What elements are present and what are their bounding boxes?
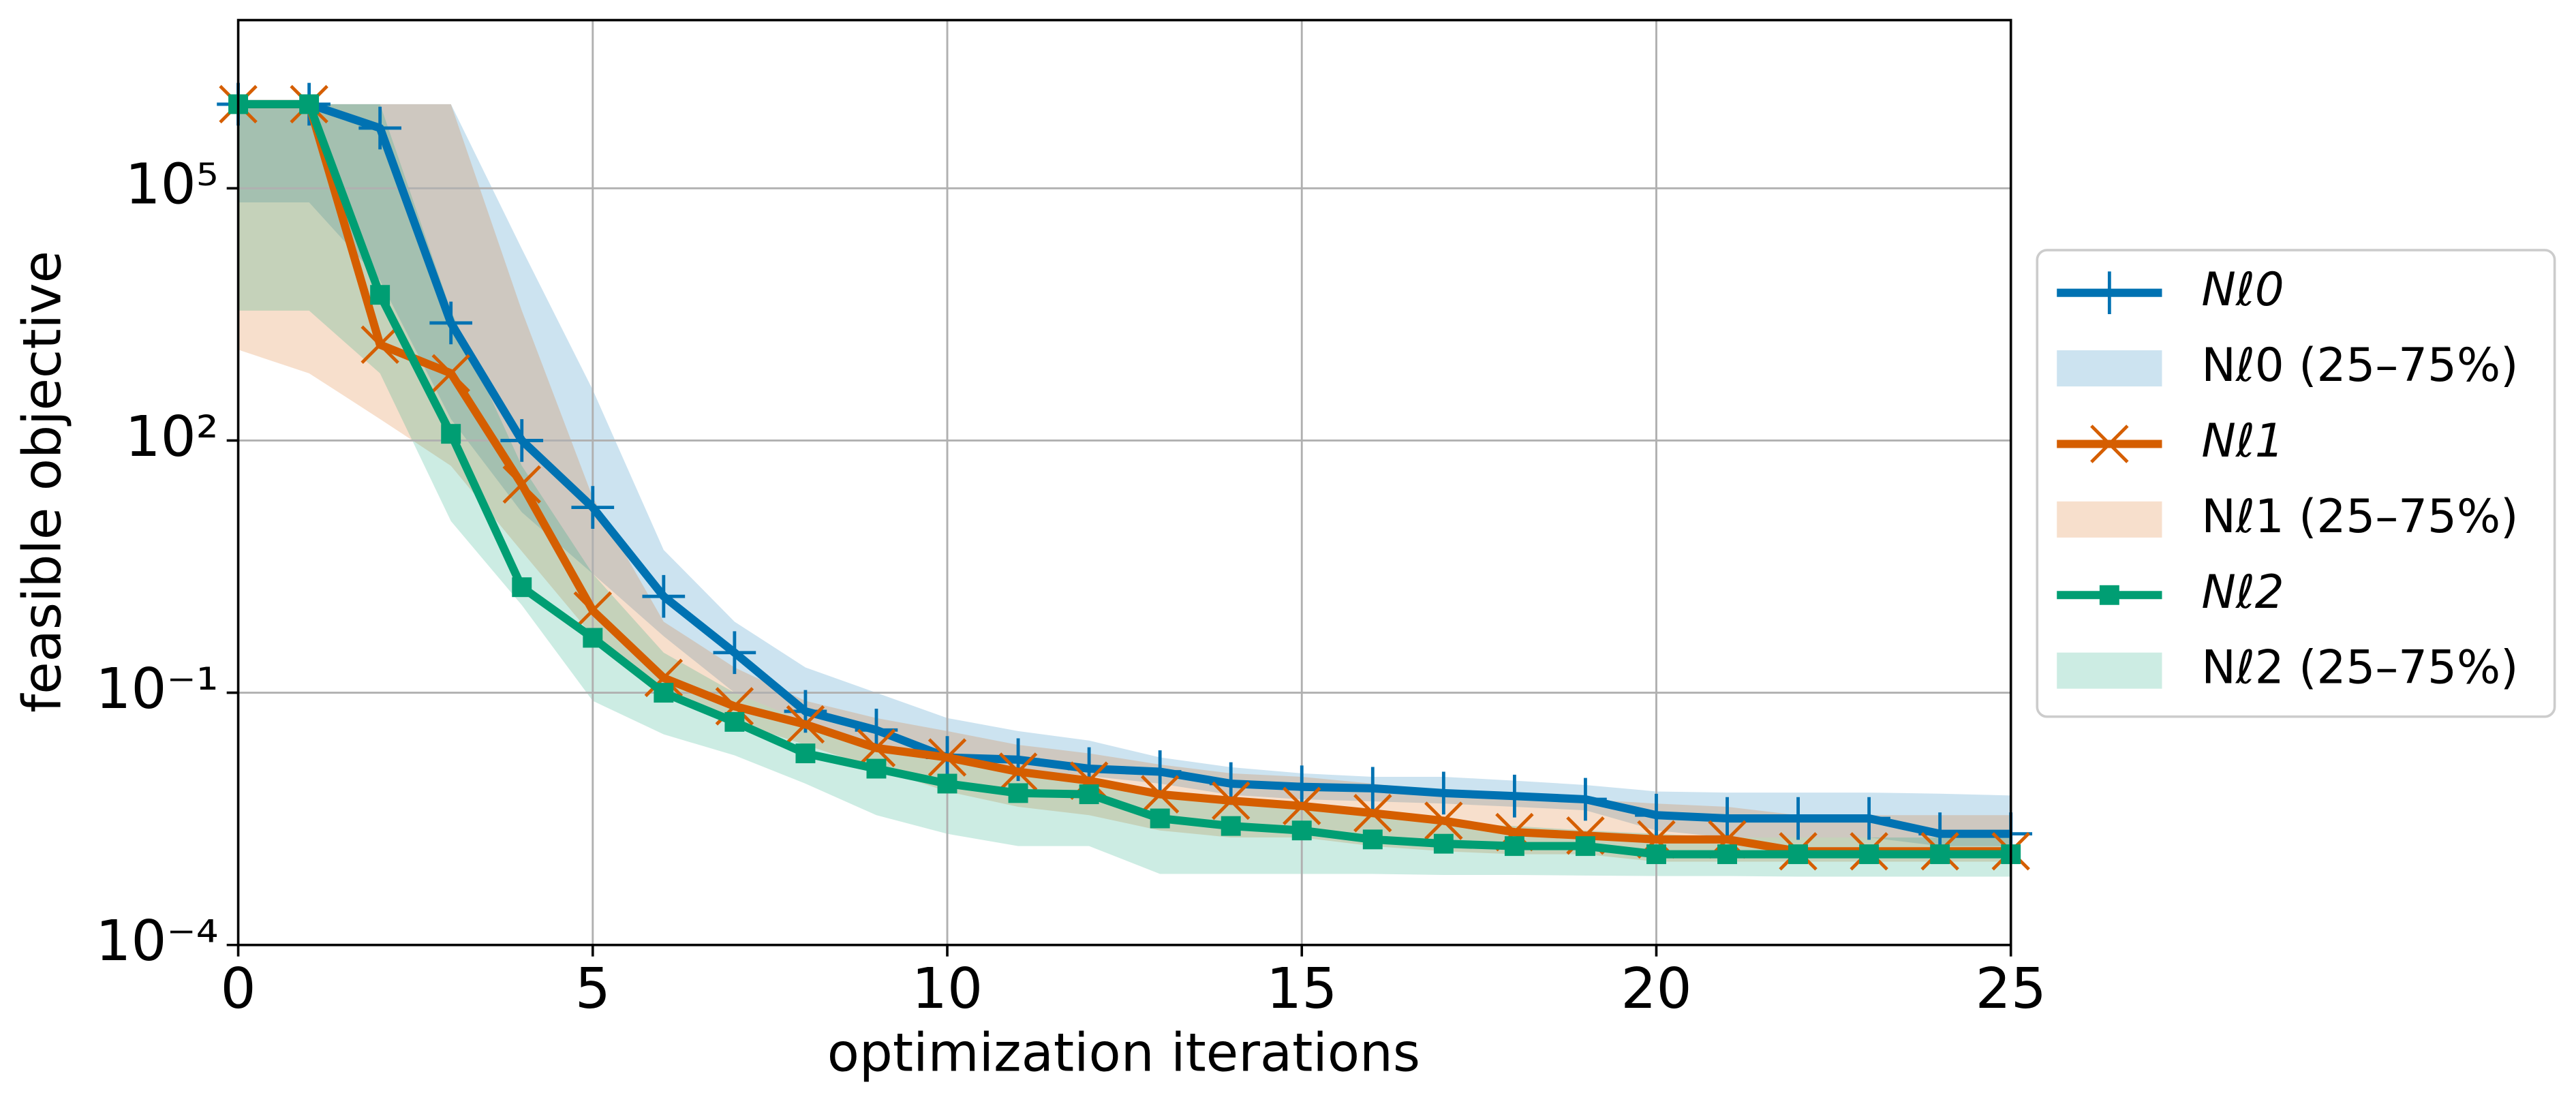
marker	[795, 743, 816, 764]
marker	[1788, 844, 1809, 865]
marker	[644, 658, 684, 698]
legend-swatch	[2057, 652, 2162, 689]
marker	[512, 577, 532, 598]
marker	[1646, 844, 1666, 865]
y-tick-label: 10⁵	[125, 153, 218, 217]
marker	[1777, 797, 1820, 840]
marker	[1150, 808, 1170, 829]
x-tick-label: 5	[575, 957, 611, 1021]
legend-label: Nℓ2	[2201, 565, 2284, 619]
marker	[1424, 801, 1463, 840]
legend-swatch	[2057, 501, 2162, 538]
marker	[429, 301, 473, 345]
marker	[1280, 765, 1323, 809]
marker	[1211, 781, 1251, 820]
marker	[937, 773, 957, 794]
marker	[1079, 784, 1099, 805]
marker	[441, 424, 461, 444]
marker	[370, 285, 390, 305]
marker	[866, 758, 887, 779]
x-tick-label: 25	[1976, 957, 2046, 1021]
legend-marker	[2088, 271, 2131, 315]
marker	[1353, 794, 1392, 833]
marker	[358, 106, 401, 150]
marker	[927, 738, 967, 777]
x-tick-label: 15	[1266, 957, 1337, 1021]
marker	[1433, 833, 1454, 854]
marker	[1930, 844, 1950, 865]
marker	[1847, 797, 1890, 840]
marker	[1138, 750, 1182, 793]
marker	[1221, 816, 1241, 836]
marker	[1291, 820, 1312, 841]
marker	[1008, 783, 1028, 803]
marker	[654, 683, 674, 703]
legend-label: Nℓ0 (25–75%)	[2201, 338, 2518, 392]
marker	[502, 465, 541, 504]
marker	[299, 94, 320, 114]
legend-swatch	[2057, 350, 2162, 387]
legend-marker	[2090, 425, 2129, 463]
marker	[857, 728, 896, 767]
y-axis-label: feasible objective	[12, 251, 73, 713]
plot-frame	[236, 18, 2012, 947]
marker	[1493, 774, 1536, 818]
marker	[1351, 767, 1394, 810]
marker	[642, 574, 686, 618]
marker	[1362, 829, 1383, 850]
line	[238, 99, 2011, 859]
marker	[1140, 775, 1180, 814]
x-axis-label: optimization iterations	[827, 1023, 1420, 1084]
legend-frame	[2036, 249, 2556, 718]
marker	[1635, 793, 1678, 837]
marker	[583, 628, 603, 648]
marker	[786, 705, 825, 744]
x-tick-label: 20	[1621, 957, 1691, 1021]
marker	[1422, 771, 1465, 815]
marker	[1283, 786, 1321, 825]
marker	[500, 419, 544, 462]
band	[238, 104, 2011, 862]
y-tick-label: 10⁻⁴	[95, 909, 218, 974]
marker	[1504, 836, 1524, 857]
marker	[361, 325, 399, 365]
legend-marker	[2099, 585, 2119, 605]
legend-label: Nℓ1 (25–75%)	[2201, 489, 2518, 543]
y-tick-label: 10²	[125, 405, 218, 470]
marker	[998, 752, 1038, 791]
marker	[1859, 844, 1880, 865]
x-tick-label: 0	[220, 957, 256, 1021]
marker	[573, 591, 613, 630]
marker	[724, 711, 745, 732]
marker	[1706, 797, 1749, 840]
line	[238, 99, 2011, 856]
marker	[431, 354, 470, 393]
marker	[1575, 836, 1595, 857]
marker	[571, 486, 615, 529]
y-tick-label: 10⁻¹	[95, 657, 218, 722]
marker	[713, 631, 756, 675]
marker	[1717, 844, 1737, 865]
x-tick-label: 10	[912, 957, 983, 1021]
legend-label: Nℓ0	[2201, 262, 2284, 316]
legend-label: Nℓ2 (25–75%)	[2201, 641, 2518, 694]
marker	[1564, 778, 1607, 821]
legend-label: Nℓ1	[2201, 414, 2284, 467]
